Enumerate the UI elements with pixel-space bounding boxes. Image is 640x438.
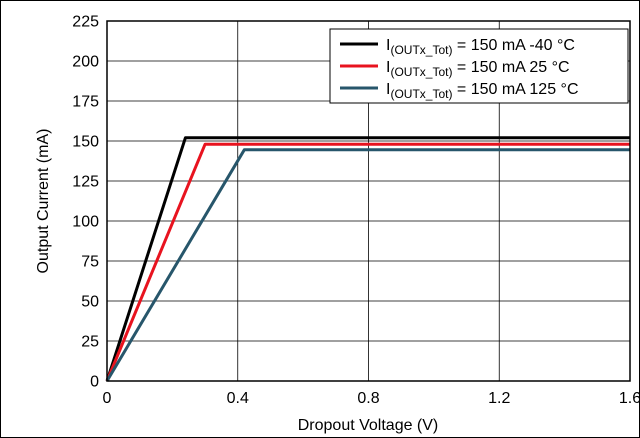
y-tick-label: 175 — [72, 94, 99, 111]
x-tick-label: 0.8 — [357, 390, 379, 407]
y-tick-label: 225 — [72, 14, 99, 31]
x-tick-label: 0.4 — [227, 390, 249, 407]
tick-labels: 0 0.4 0.8 1.2 1.6 0 25 50 75 100 125 150 175 200 225 — [72, 14, 640, 408]
series-line — [105, 148, 630, 382]
y-tick-label: 0 — [90, 374, 99, 391]
y-axis-label: Output Current (mA) — [35, 129, 52, 274]
y-tick-label: 150 — [72, 134, 99, 151]
x-tick-label: 1.6 — [619, 390, 640, 407]
x-tick-label: 0 — [103, 390, 112, 407]
y-tick-label: 75 — [81, 254, 99, 271]
y-tick-label: 50 — [81, 294, 99, 311]
y-tick-label: 25 — [81, 334, 99, 351]
y-tick-label: 100 — [72, 214, 99, 231]
series-line — [105, 142, 630, 382]
legend-box — [329, 28, 629, 104]
legend-label: I(OUTx_Tot) = 150 mA 25 °C — [386, 59, 570, 79]
x-axis-label: Dropout Voltage (V) — [298, 417, 439, 434]
series-lines — [105, 136, 630, 382]
series-line — [105, 136, 630, 382]
legend: I(OUTx_Tot) = 150 mA -40 °CI(OUTx_Tot) =… — [329, 28, 629, 104]
y-tick-label: 200 — [72, 54, 99, 71]
x-tick-label: 1.2 — [488, 390, 510, 407]
legend-label: I(OUTx_Tot) = 150 mA 125 °C — [386, 81, 579, 101]
y-tick-label: 125 — [72, 174, 99, 191]
plot-area-border — [106, 20, 631, 382]
legend-label: I(OUTx_Tot) = 150 mA -40 °C — [386, 37, 575, 57]
